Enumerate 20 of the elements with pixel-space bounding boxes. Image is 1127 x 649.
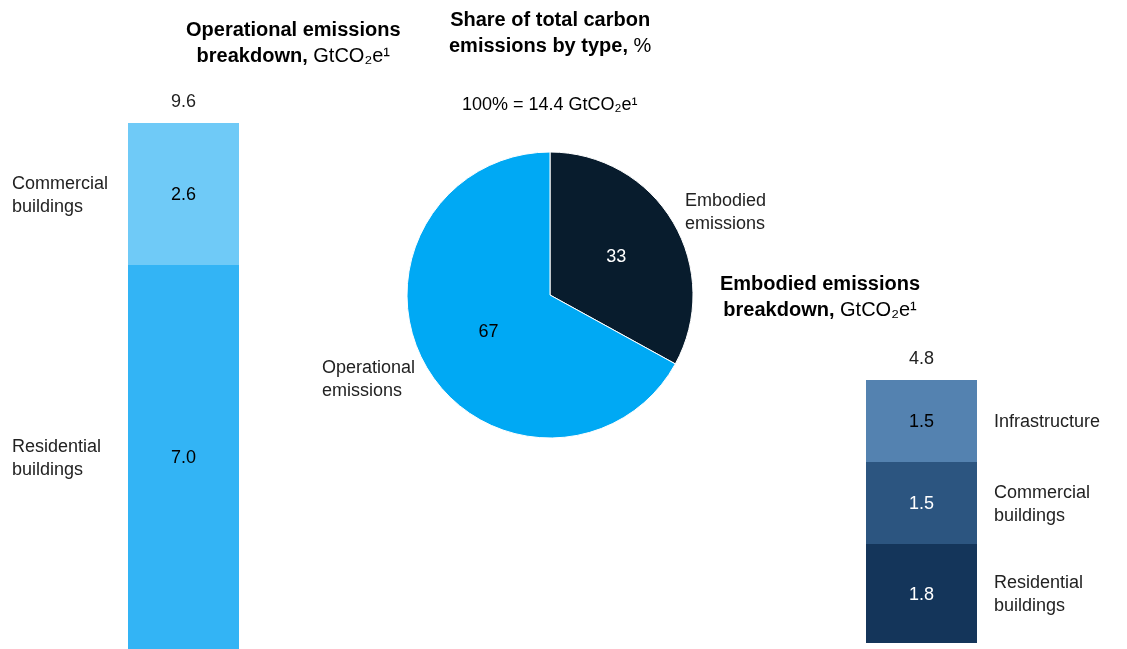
series-label: Residential buildings [12,436,102,480]
data-label: 67 [478,321,499,342]
series-label: Commercial buildings [994,482,1091,526]
data-label: 33 [606,245,627,266]
data-label: 7.0 [170,447,197,468]
series-label: Residential buildings [994,572,1084,616]
series-label: Commercial buildings [12,173,109,217]
data-label: 1.8 [908,583,935,604]
text: Operational emissions breakdown, GtCO₂e¹ [186,18,401,66]
data-label: 1.5 [908,411,935,432]
chart-subtitle: 100% = 14.4 GtCO₂e¹ [462,94,638,114]
total-label: 9.6 [171,91,197,111]
slice-label: Operational emissions [322,357,416,401]
slice-label: Embodied emissions [685,190,767,234]
chart-title: Embodied emissions breakdown, GtCO₂e¹ [720,272,921,320]
data-label: 1.5 [908,493,935,514]
series-label: Infrastructure [994,411,1101,431]
total-label: 4.8 [909,348,935,368]
data-label: 2.6 [170,184,197,205]
chart-title: Share of total carbon emissions by type, % [449,8,652,56]
